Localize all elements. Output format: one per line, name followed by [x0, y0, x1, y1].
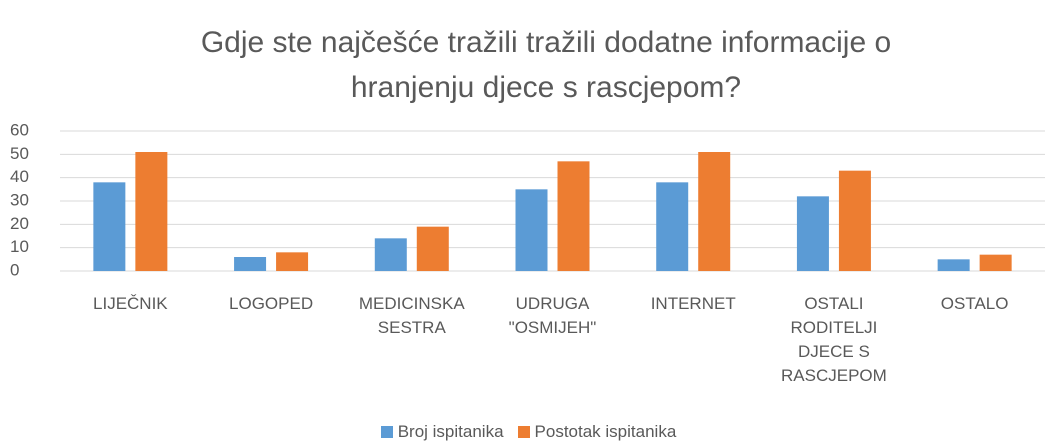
y-tick-label: 0 — [10, 260, 19, 279]
y-tick-label: 10 — [10, 237, 29, 256]
bar — [416, 226, 449, 271]
chart-title: Gdje ste najčešće tražili tražili dodatn… — [200, 26, 892, 104]
bar — [656, 182, 689, 271]
legend-label: Postotak ispitanika — [534, 422, 677, 441]
y-tick-label: 60 — [10, 120, 29, 139]
y-tick-label: 30 — [10, 190, 29, 209]
bar — [557, 161, 590, 271]
bar — [937, 259, 970, 271]
legend-item: Broj ispitanika — [380, 422, 504, 442]
x-tick-label: MEDICINSKA SESTRA — [358, 294, 465, 337]
legend-swatch — [380, 426, 393, 438]
legend-item: Postotak ispitanika — [517, 422, 677, 442]
bar — [796, 196, 829, 271]
y-tick-label: 50 — [10, 144, 29, 163]
bar — [276, 252, 309, 271]
bar — [234, 257, 267, 271]
x-tick-label: UDRUGA "OSMIJEH" — [508, 294, 597, 337]
legend: Broj ispitanika Postotak ispitanika — [0, 422, 1057, 442]
x-tick-label: INTERNET — [650, 294, 736, 313]
bar — [515, 189, 548, 271]
y-tick-label: 20 — [10, 214, 29, 233]
y-tick-label: 40 — [10, 167, 29, 186]
legend-swatch — [517, 426, 530, 438]
legend-label: Broj ispitanika — [397, 422, 504, 441]
x-tick-label: LIJEČNIK — [93, 294, 168, 313]
bar — [838, 170, 871, 271]
bar — [374, 238, 407, 271]
bar — [979, 254, 1012, 271]
bar — [135, 152, 168, 271]
x-tick-label: LOGOPED — [229, 294, 314, 313]
x-tick-label: OSTALO — [940, 294, 1009, 313]
bar — [698, 152, 731, 271]
x-tick-label: OSTALI RODITELJI DJECE S RASCJEPOM — [781, 294, 887, 385]
bar — [93, 182, 126, 271]
